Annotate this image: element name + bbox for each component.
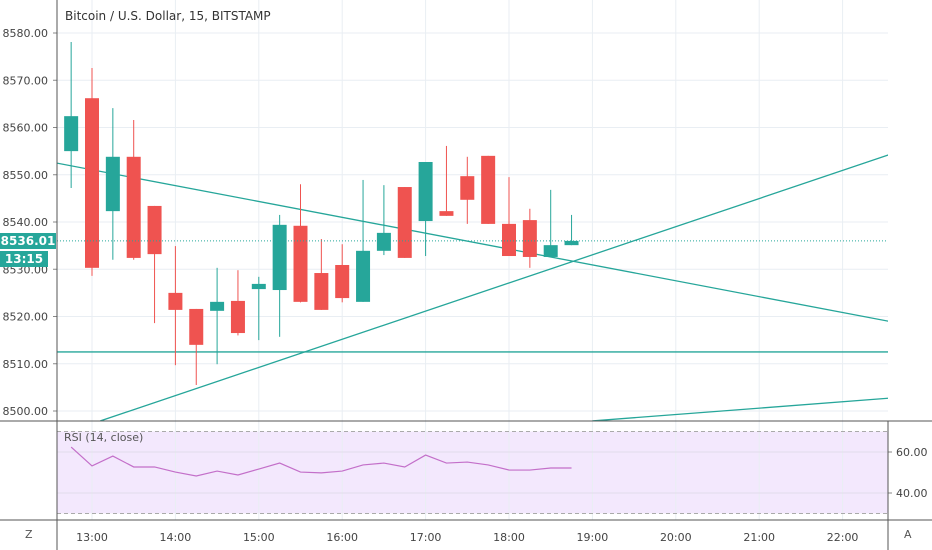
time-tick-label: 14:00 <box>160 531 192 544</box>
candle-body <box>502 223 516 257</box>
auto-scale-button[interactable]: A <box>904 528 912 541</box>
candle-body <box>210 301 225 311</box>
countdown-badge: 13:15 <box>0 251 48 267</box>
candle-body <box>85 98 99 268</box>
candle-body <box>105 156 120 212</box>
price-tick-label: 8560.00 <box>3 122 49 135</box>
candle-body <box>543 245 558 257</box>
candle-body <box>460 176 475 200</box>
candle-body <box>230 300 245 334</box>
price-tick-label: 8550.00 <box>3 169 49 182</box>
time-tick-label: 20:00 <box>660 531 692 544</box>
price-tick-label: 8500.00 <box>3 405 49 418</box>
rsi-line <box>70 446 572 477</box>
candle-body <box>189 308 204 345</box>
time-tick-label: 22:00 <box>827 531 859 544</box>
candle-body <box>335 264 350 299</box>
candle-body <box>481 155 496 224</box>
trendline <box>592 397 888 421</box>
time-tick-label: 13:00 <box>76 531 108 544</box>
time-tick-label: 18:00 <box>493 531 525 544</box>
candle-body <box>439 211 454 216</box>
trendline <box>100 154 888 421</box>
candle-body <box>376 232 391 251</box>
price-tick-label: 8540.00 <box>3 216 49 229</box>
candle-body <box>397 187 412 258</box>
auto-zoom-button[interactable]: Z <box>25 528 33 541</box>
candle-body <box>564 240 579 246</box>
current-price-badge: 8536.01 <box>0 233 56 249</box>
rsi-title: RSI (14, close) <box>64 431 144 444</box>
chart-title: Bitcoin / U.S. Dollar, 15, BITSTAMP <box>65 9 271 23</box>
time-tick-label: 17:00 <box>410 531 442 544</box>
candle-body <box>293 225 308 302</box>
time-tick-label: 16:00 <box>326 531 358 544</box>
rsi-tick-label: 40.00 <box>896 487 928 500</box>
candle-body <box>168 292 183 310</box>
price-tick-label: 8570.00 <box>3 74 49 87</box>
candle-body <box>272 224 287 291</box>
price-tick-label: 8520.00 <box>3 311 49 324</box>
rsi-band <box>57 431 888 514</box>
time-tick-label: 15:00 <box>243 531 275 544</box>
candle-body <box>314 273 329 310</box>
price-tick-label: 8510.00 <box>3 358 49 371</box>
candle-body <box>251 283 266 290</box>
rsi-tick-label: 60.00 <box>896 446 928 459</box>
candle-body <box>418 161 433 222</box>
drawings-layer <box>57 41 888 421</box>
candle-body <box>147 205 162 255</box>
candle-body <box>126 156 141 258</box>
price-tick-label: 8580.00 <box>3 27 49 40</box>
candle-body <box>356 250 371 302</box>
candle-body <box>522 220 537 257</box>
time-tick-label: 19:00 <box>577 531 609 544</box>
candle-body <box>64 116 79 152</box>
trendline <box>57 162 888 322</box>
time-tick-label: 21:00 <box>743 531 775 544</box>
